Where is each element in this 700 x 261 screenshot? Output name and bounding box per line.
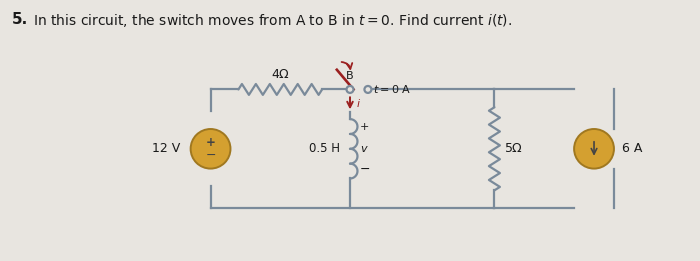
Circle shape bbox=[365, 86, 372, 93]
Text: $t=0$ A: $t=0$ A bbox=[373, 84, 411, 96]
Text: 5$\Omega$: 5$\Omega$ bbox=[505, 142, 524, 155]
Circle shape bbox=[346, 86, 354, 93]
Text: −: − bbox=[205, 149, 216, 162]
Text: 0.5 H: 0.5 H bbox=[309, 142, 340, 155]
Text: 6 A: 6 A bbox=[622, 142, 643, 155]
Text: 12 V: 12 V bbox=[153, 142, 181, 155]
Text: 5.: 5. bbox=[11, 12, 27, 27]
Text: $i$: $i$ bbox=[356, 97, 361, 109]
Text: +: + bbox=[206, 136, 216, 149]
Circle shape bbox=[574, 129, 614, 169]
Text: In this circuit, the switch moves from A to B in $t=0$. Find current $i(t)$.: In this circuit, the switch moves from A… bbox=[34, 12, 512, 29]
Circle shape bbox=[190, 129, 230, 169]
Text: 4$\Omega$: 4$\Omega$ bbox=[271, 68, 290, 81]
Text: $v$: $v$ bbox=[360, 144, 369, 154]
Text: +: + bbox=[360, 122, 370, 132]
Text: B: B bbox=[346, 70, 354, 81]
Text: −: − bbox=[360, 163, 370, 175]
